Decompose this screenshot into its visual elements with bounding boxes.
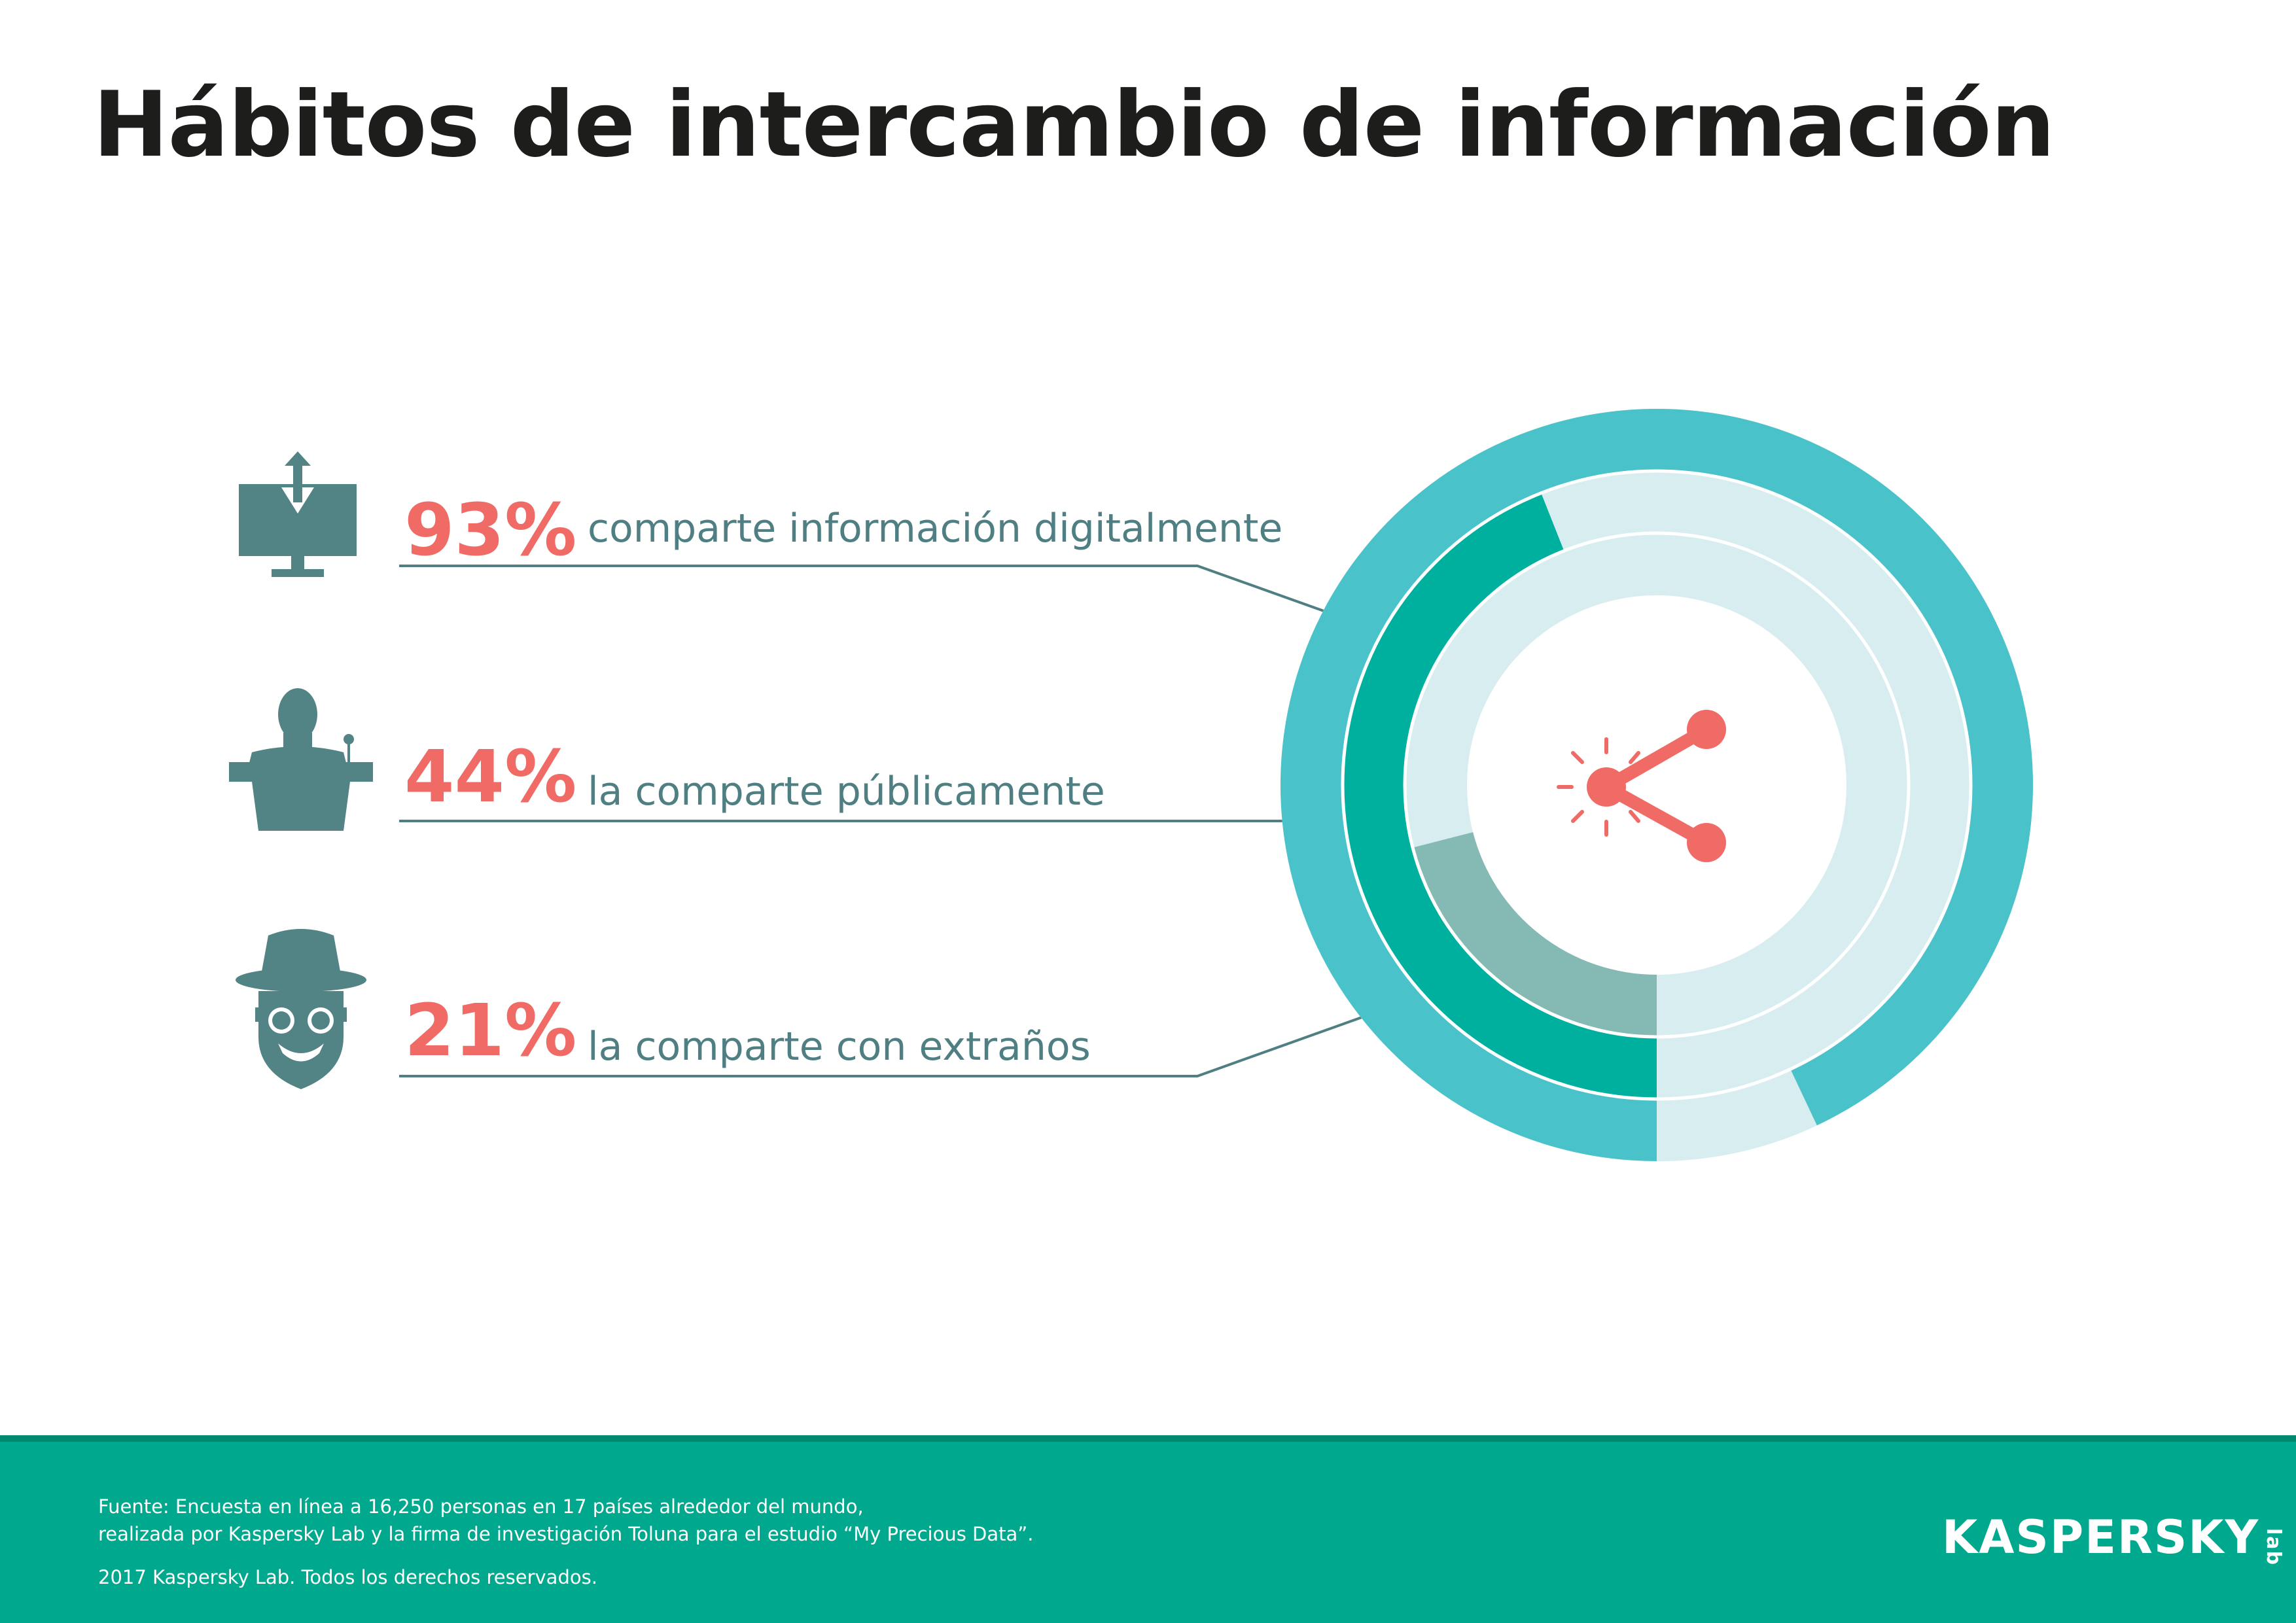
page-title: Hábitos de intercambio de información: [93, 72, 2055, 177]
logo-sub: lab: [2262, 1528, 2286, 1567]
radial-bar-chart: [399, 408, 2034, 1162]
stat-label-2: la comparte públicamente: [588, 769, 1105, 814]
stat-percent-2: 44%: [404, 735, 577, 818]
share-icon: [1557, 710, 1726, 862]
stat-percent-3: 21%: [404, 988, 577, 1072]
kaspersky-logo: KASPERSKY lab: [1942, 1510, 2296, 1567]
stat-percent-1: 93%: [404, 488, 577, 572]
footer: Fuente: Encuesta en línea a 16,250 perso…: [0, 1435, 2296, 1623]
stat-label-1: comparte información digitalmente: [588, 506, 1283, 551]
source-line-2: realizada por Kaspersky Lab y la firma d…: [98, 1523, 1034, 1545]
source-line-1: Fuente: Encuesta en línea a 16,250 perso…: [98, 1495, 864, 1518]
ring-separator-2: [1403, 531, 1911, 1039]
logo-main: KASPERSKY: [1942, 1510, 2260, 1564]
monitor-upload-icon: [239, 451, 357, 577]
spy-incognito-icon: [236, 929, 366, 1089]
ring-bar-3: [1413, 832, 1657, 1037]
copyright: 2017 Kaspersky Lab. Todos los derechos r…: [98, 1566, 597, 1588]
stat-label-3: la comparte con extraños: [588, 1024, 1091, 1070]
leader-line-1: [399, 565, 1354, 623]
ring-separator-1: [1341, 469, 1973, 1101]
speaker-podium-icon: [229, 688, 373, 831]
ring-bar-2: [1343, 493, 1657, 1099]
